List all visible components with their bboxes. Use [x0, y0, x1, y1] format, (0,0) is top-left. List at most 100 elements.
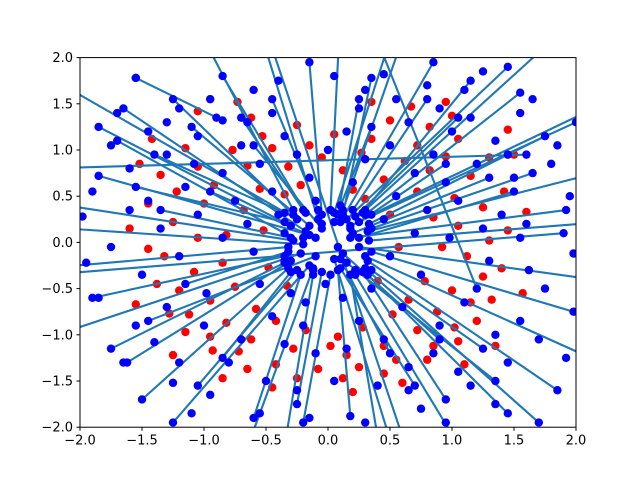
blue-data-point	[342, 258, 351, 267]
blue-data-point	[292, 399, 302, 409]
blue-data-point	[336, 254, 345, 264]
connector-line	[302, 274, 332, 423]
red-data-point	[172, 187, 181, 196]
blue-data-point	[342, 215, 351, 224]
blue-data-point	[559, 228, 568, 238]
red-data-point	[243, 364, 252, 374]
connector-line	[252, 274, 302, 419]
blue-data-point	[503, 358, 512, 367]
connector-line	[371, 250, 574, 313]
blue-data-point	[361, 205, 370, 215]
blue-data-point	[162, 118, 171, 127]
connector-line	[370, 115, 576, 216]
y-tick-label: −1.5	[41, 375, 73, 390]
blue-data-point	[367, 284, 376, 293]
blue-data-point	[528, 168, 537, 178]
blue-data-point	[429, 349, 438, 358]
blue-data-point	[150, 337, 159, 347]
connector-line	[98, 125, 292, 227]
blue-data-point	[144, 196, 153, 206]
blue-data-point	[516, 316, 525, 326]
blue-data-point	[354, 242, 364, 252]
blue-data-point	[175, 358, 184, 367]
connector-line	[274, 57, 401, 428]
blue-data-point	[131, 182, 140, 192]
blue-data-point	[342, 344, 351, 353]
connector-line	[339, 61, 435, 223]
blue-data-point	[491, 376, 500, 386]
blue-data-point	[305, 58, 314, 67]
blue-data-point	[261, 376, 271, 386]
blue-data-point	[156, 224, 165, 233]
y-tick-label: −0.5	[41, 282, 73, 297]
red-data-point	[313, 364, 323, 374]
y-axis-ticks: −2.0 −1.5 −1.0 −0.5 0.0 0.5 1.0 1.5 2.0	[41, 51, 80, 436]
red-data-point	[181, 327, 190, 337]
red-data-point	[284, 162, 293, 171]
blue-data-point	[321, 279, 330, 289]
blue-data-point	[202, 289, 211, 298]
blue-data-point	[94, 293, 103, 303]
blue-data-point	[435, 335, 444, 344]
blue-data-point	[206, 94, 215, 104]
connector-line	[172, 264, 311, 424]
blue-data-point	[330, 254, 339, 264]
blue-data-point	[354, 316, 364, 326]
blue-data-point	[460, 85, 469, 95]
blue-data-point	[187, 409, 196, 418]
blue-data-point	[181, 279, 190, 289]
blue-data-point	[379, 215, 388, 224]
red-data-point	[485, 236, 494, 245]
blue-data-point	[540, 284, 550, 293]
blue-data-point	[88, 293, 97, 303]
blue-data-point	[296, 249, 305, 258]
blue-data-point	[206, 187, 215, 196]
blue-data-point	[429, 150, 438, 159]
blue-data-point	[292, 386, 302, 395]
red-data-point	[246, 335, 256, 344]
blue-data-point	[454, 113, 463, 122]
blue-data-point	[292, 215, 302, 224]
blue-data-point	[466, 76, 475, 85]
red-data-point	[168, 350, 178, 360]
blue-data-point	[218, 353, 227, 363]
blue-data-point	[189, 159, 199, 169]
blue-data-point	[218, 71, 227, 81]
blue-data-point	[162, 302, 171, 312]
blue-data-point	[398, 302, 407, 312]
blue-data-point	[367, 73, 376, 83]
blue-data-point	[534, 418, 543, 427]
blue-data-point	[571, 118, 576, 127]
blue-data-point	[255, 159, 264, 169]
blue-data-point	[379, 70, 388, 79]
blue-data-point	[162, 150, 171, 159]
blue-data-point	[392, 94, 401, 104]
red-data-point	[125, 224, 134, 233]
blue-data-point	[193, 131, 202, 141]
blue-data-point	[561, 205, 571, 215]
connector-line	[295, 271, 323, 405]
connector-line	[358, 245, 576, 279]
blue-data-point	[199, 321, 209, 330]
blue-data-point	[94, 171, 103, 181]
blue-data-point	[497, 210, 506, 219]
blue-data-point	[80, 212, 87, 221]
y-tick-label: 1.0	[52, 144, 73, 159]
connector-line	[221, 271, 292, 359]
blue-data-point	[330, 71, 339, 81]
blue-data-point	[106, 242, 116, 252]
blue-data-point	[569, 307, 576, 316]
blue-data-point	[354, 94, 364, 104]
blue-data-point	[348, 178, 357, 187]
red-data-point	[326, 341, 335, 351]
blue-data-point	[348, 205, 357, 215]
red-data-point	[454, 337, 463, 346]
connector-line	[352, 176, 490, 235]
blue-data-point	[299, 321, 308, 330]
blue-data-point	[392, 192, 401, 201]
blue-data-point	[342, 127, 351, 136]
red-data-point	[189, 267, 199, 277]
blue-data-point	[522, 150, 531, 159]
blue-data-point	[416, 404, 426, 413]
